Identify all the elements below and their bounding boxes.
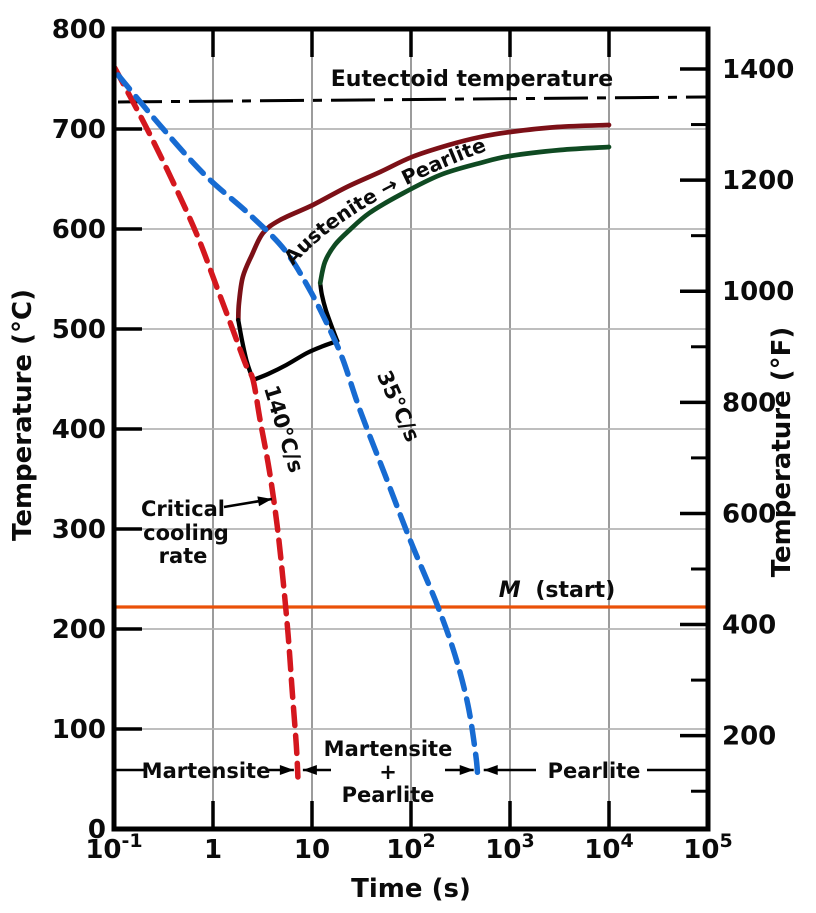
region-label-martensite-pearlite-line2: + [379, 760, 397, 784]
x-tick-label: 103 [485, 830, 534, 865]
region-arrow-mp-right-head [459, 765, 474, 775]
y-tick-label-right: 1400 [722, 55, 794, 85]
y-tick-label-left: 200 [52, 615, 106, 645]
series-transformation-stop-arc [250, 338, 340, 383]
series-cooling-curve-35 [115, 72, 481, 780]
m-start-label: M (start) [499, 578, 616, 603]
region-label-martensite: Martensite [142, 759, 271, 783]
region-arrow-mp-left-head [302, 765, 317, 775]
austenite-pearlite-label-path: Austenite → Pearlite [279, 133, 489, 270]
x-axis-title: Time (s) [351, 874, 471, 904]
critical-cooling-label-line1: Critical [141, 497, 225, 521]
y-tick-label-left: 600 [52, 215, 106, 245]
m-start-label-rest: (start) [535, 578, 615, 603]
critical-cooling-arrow-head [257, 496, 272, 507]
austenite-pearlite-label: Austenite → Pearlite [279, 133, 489, 270]
critical-cooling-label-line3: rate [159, 544, 208, 568]
y-axis-title-right: Temperature (°F) [767, 327, 797, 578]
y-tick-label-right: 800 [722, 388, 776, 418]
region-label-martensite-pearlite-line1: Martensite [324, 737, 453, 761]
region-label-pearlite: Pearlite [548, 759, 641, 783]
y-tick-label-right: 400 [722, 611, 776, 641]
y-tick-label-left: 400 [52, 415, 106, 445]
y-tick-label-right: 600 [722, 499, 776, 529]
series-austenite-pearlite-start [235, 122, 612, 323]
x-tick-label: 102 [386, 830, 435, 865]
cooling-rate-35-label: 35°C/s [372, 367, 425, 446]
y-tick-label-left: 800 [52, 15, 106, 45]
x-tick-label: 105 [683, 830, 732, 865]
eutectoid-temperature-line [117, 95, 707, 104]
y-tick-label-left: 300 [52, 515, 106, 545]
critical-cooling-label-line2: cooling [143, 521, 229, 545]
y-tick-label-left: 0 [88, 815, 106, 845]
x-tick-label: 1 [204, 835, 222, 865]
y-axis-title-left: Temperature (°C) [8, 289, 38, 541]
y-tick-label-right: 200 [722, 722, 776, 752]
region-arrow-martensite-head [279, 765, 294, 775]
region-arrow-pearlite-left-head [483, 765, 498, 775]
plot-border [111, 26, 711, 832]
series-austenite-pearlite-finish [317, 144, 612, 286]
y-tick-label-right: 1000 [722, 277, 794, 307]
y-tick-label-left: 500 [52, 315, 106, 345]
y-tick-label-right: 1200 [722, 166, 794, 196]
eutectoid-temperature-label: Eutectoid temperature [331, 67, 613, 92]
m-start-label-m: M [499, 578, 521, 603]
y-tick-label-left: 700 [52, 115, 106, 145]
series-cooling-curve-140 [112, 65, 301, 780]
x-tick-label: 104 [584, 830, 633, 865]
x-tick-label: 10-1 [85, 830, 142, 865]
x-tick-label: 10 [294, 835, 330, 865]
region-label-martensite-pearlite-line3: Pearlite [342, 783, 435, 807]
y-tick-label-left: 100 [52, 715, 106, 745]
